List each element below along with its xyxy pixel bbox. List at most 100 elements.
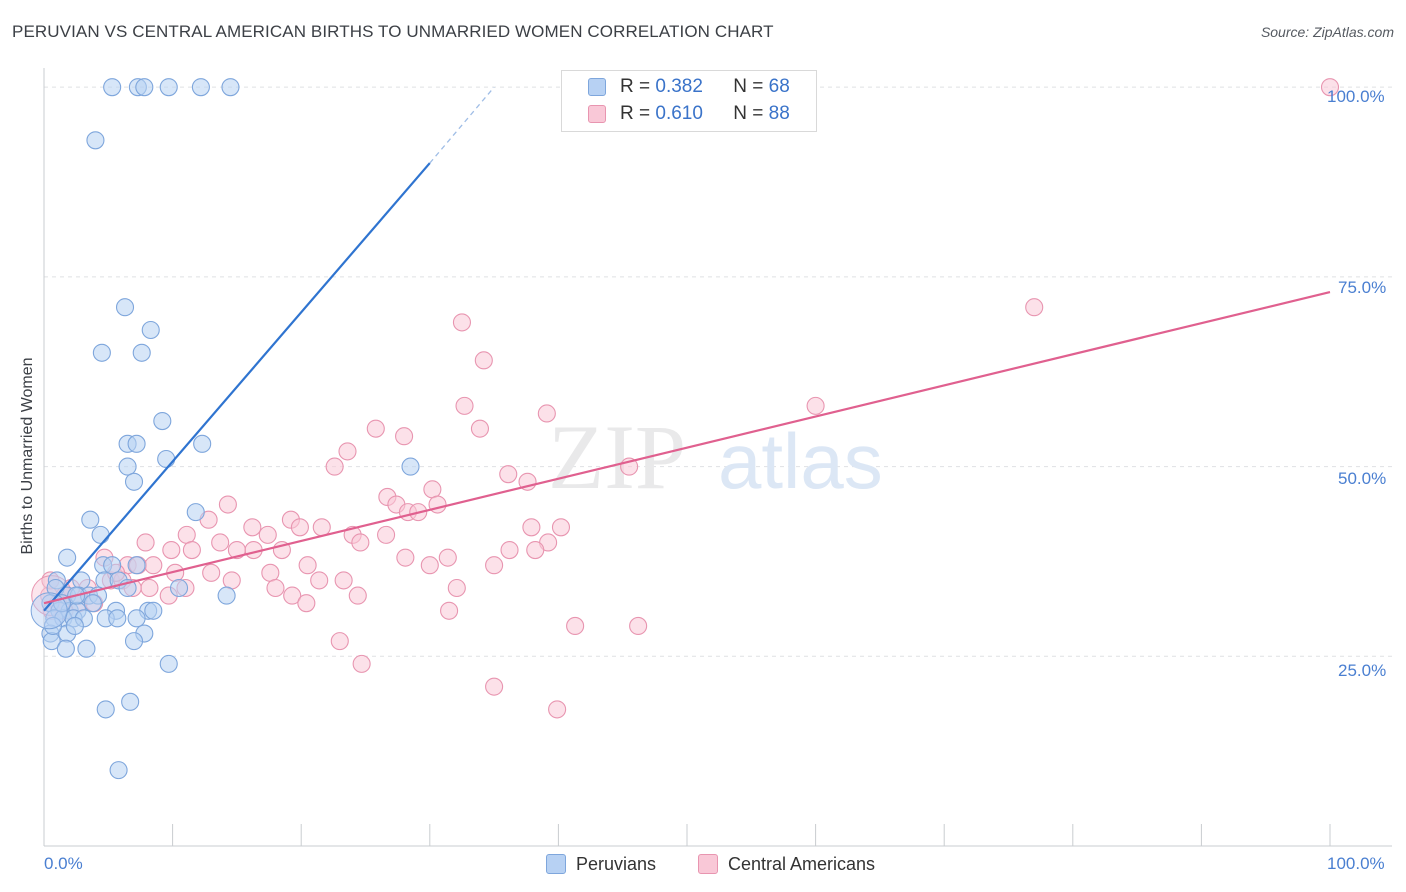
central-americans-point	[330, 632, 349, 651]
peruvians-point	[186, 503, 205, 522]
peruvians-point	[221, 78, 240, 97]
peruvians-point	[118, 457, 137, 476]
peruvians-trend-line	[43, 162, 431, 612]
central-americans-point	[162, 541, 181, 560]
peruvians-point	[401, 457, 420, 476]
x-tick-label-max: 100.0%	[1327, 854, 1385, 873]
peruvians-point	[169, 578, 189, 598]
peruvians-point	[159, 78, 178, 97]
peruvians-point	[65, 616, 84, 635]
bottom-legend-central-americans[interactable]: Central Americans	[698, 851, 875, 877]
central-americans-point	[629, 616, 648, 635]
central-americans-point	[485, 677, 504, 696]
legend-n-label: N =	[733, 76, 764, 97]
peruvians-point	[86, 131, 105, 150]
central-americans-point	[144, 556, 163, 575]
trend-lines	[43, 86, 1331, 612]
peruvians-point	[92, 343, 111, 362]
peruvians-point	[81, 510, 100, 529]
central-americans-point	[202, 563, 221, 582]
central-americans-point	[485, 556, 504, 575]
source-label: Source: ZipAtlas.com	[1260, 24, 1394, 40]
peruvians-point	[109, 761, 128, 780]
axes	[43, 68, 1392, 847]
x-tick-label-min: 0.0%	[44, 854, 83, 873]
y-tick-label-25: 25.0%	[1338, 661, 1387, 680]
central-americans-point	[377, 525, 396, 544]
central-americans-point	[266, 578, 285, 598]
peruvians-point	[91, 525, 110, 544]
central-americans-point	[351, 533, 370, 552]
watermark-zip: ZIP	[548, 406, 686, 508]
central-americans-point	[338, 442, 357, 461]
central-americans-trend-line	[43, 290, 1331, 605]
legend-swatch-peruvians	[588, 78, 606, 96]
central-americans-point	[283, 586, 302, 605]
central-americans-point	[522, 518, 541, 537]
central-americans-point	[423, 480, 442, 499]
peruvians-point	[115, 298, 135, 317]
peruvians-point	[127, 556, 146, 575]
central-americans-point	[348, 586, 367, 605]
central-americans-point	[136, 533, 155, 552]
bottom-legend-label-central-americans: Central Americans	[728, 853, 876, 874]
central-americans-point	[177, 525, 196, 544]
legend-n-value: 88	[768, 103, 790, 124]
peruvians-point	[191, 78, 210, 97]
central-americans-point	[474, 351, 493, 370]
central-americans-point	[334, 571, 353, 590]
peruvians-cluster-point	[30, 592, 68, 630]
central-americans-point	[298, 556, 317, 575]
y-tick-label-100: 100.0%	[1327, 87, 1385, 106]
central-americans-point	[452, 313, 472, 332]
central-americans-point	[447, 578, 466, 598]
peruvians-point	[132, 343, 151, 362]
central-americans-point	[438, 548, 457, 567]
peruvians-point	[141, 320, 160, 340]
central-americans-point	[310, 571, 329, 590]
peruvians-point	[108, 609, 127, 628]
legend-r-value: 0.610	[655, 103, 703, 124]
legend-swatch-central-americans	[588, 105, 606, 123]
central-americans-point	[499, 465, 518, 484]
legend-r-value: 0.382	[655, 76, 703, 97]
peruvians-point	[153, 412, 172, 431]
central-americans-point	[1320, 78, 1340, 97]
central-americans-point	[366, 419, 385, 438]
central-americans-point	[470, 419, 490, 438]
watermark-atlas: atlas	[718, 417, 883, 505]
peruvians-point	[217, 586, 236, 605]
bottom-legend-label-peruvians: Peruvians	[576, 853, 657, 874]
central-americans-point	[806, 396, 825, 415]
central-americans-point	[526, 541, 545, 560]
central-americans-point	[440, 601, 459, 620]
peruvians-point	[144, 601, 163, 620]
central-americans-point	[396, 548, 415, 567]
central-americans-point	[548, 700, 567, 719]
central-americans-point	[551, 518, 571, 537]
peruvians-point	[193, 434, 212, 453]
peruvians-point	[121, 692, 140, 711]
central-americans-point	[1025, 298, 1044, 317]
legend-row-central-americans: R = 0.610 N = 88	[562, 101, 790, 127]
central-americans-point	[325, 457, 344, 476]
central-americans-point	[290, 518, 309, 537]
bottom-legend-swatch-central-americans	[698, 854, 718, 874]
peruvians-point	[56, 639, 75, 658]
y-tick-label-50: 50.0%	[1338, 469, 1387, 488]
central-americans-point	[455, 396, 474, 415]
peruvians-point	[103, 556, 122, 575]
peruvians-point	[83, 594, 102, 613]
legend-n-label: N =	[733, 103, 764, 124]
central-americans-point	[182, 541, 201, 560]
peruvians-points	[30, 78, 420, 780]
y-tick-label-75: 75.0%	[1338, 278, 1387, 297]
legend-n-value: 68	[768, 76, 790, 97]
peruvians-point	[127, 434, 146, 453]
central-americans-point	[211, 533, 230, 552]
peruvians-point	[157, 449, 176, 469]
bottom-legend-swatch-peruvians	[546, 854, 566, 874]
bottom-legend-peruvians[interactable]: Peruvians	[546, 851, 656, 877]
central-americans-point	[243, 518, 262, 537]
